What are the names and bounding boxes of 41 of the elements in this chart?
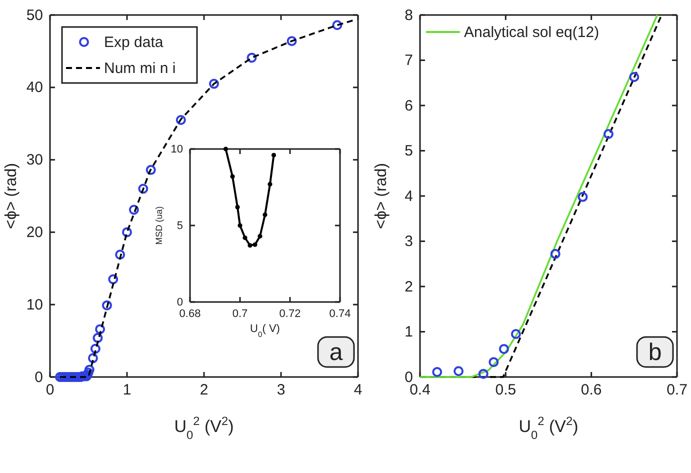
x-tick-label: 0.74 [329,308,351,320]
y-tick-label: 20 [26,224,43,241]
x-tick-label: 3 [276,382,286,399]
legend-label: Analytical sol eq(12) [464,24,600,41]
y-tick-label: 5 [404,142,413,160]
y-tick-label: 40 [26,79,43,96]
y-tick-label: 6 [404,97,413,114]
y-tick-label: 10 [26,296,43,314]
x-tick-label: 1 [122,382,132,399]
y-axis-title: MSD (ua) [154,206,164,245]
x-tick-label: 0.4 [410,382,430,399]
y-tick-label: 8 [404,6,413,24]
x-tick-label: 0.7 [666,382,688,399]
x-tick-label: 0.5 [495,382,516,399]
x-tick-label: 0.7 [232,308,248,320]
y-tick-label: 10 [170,144,183,156]
annotation: a [329,339,344,366]
annotation: b [648,339,662,366]
y-tick-label: 50 [26,6,43,24]
x-tick-label: 0.72 [279,308,301,320]
y-axis-title: <ϕ> (rad) [3,163,20,229]
x-tick-label: 0.6 [580,382,602,399]
y-tick-label: 30 [26,152,43,169]
x-axis-title: U$_{0}$( V) [250,323,280,338]
x-tick-label: 0 [46,382,54,399]
y-tick-label: 7 [404,52,413,70]
y-tick-label: 0 [176,296,183,309]
x-tick-label: 4 [354,382,362,399]
y-tick-label: 1 [404,324,413,341]
x-axis-title: U$_{0}$$^{2}$ (V$^{2}$) [518,414,578,442]
y-tick-label: 2 [404,278,413,296]
y-tick-label: 0 [34,368,43,386]
legend-label: Num mi n i [104,60,176,77]
legend-label: Exp data [104,34,164,51]
x-tick-label: 2 [200,382,208,399]
y-tick-label: 4 [404,188,413,205]
y-axis-title: <ϕ> (rad) [373,163,390,229]
y-tick-label: 5 [176,220,183,232]
y-tick-label: 3 [404,233,413,250]
x-tick-label: 0.68 [179,308,201,320]
x-axis-title: U$_{0}$$^{2}$ (V$^{2}$) [174,414,234,442]
